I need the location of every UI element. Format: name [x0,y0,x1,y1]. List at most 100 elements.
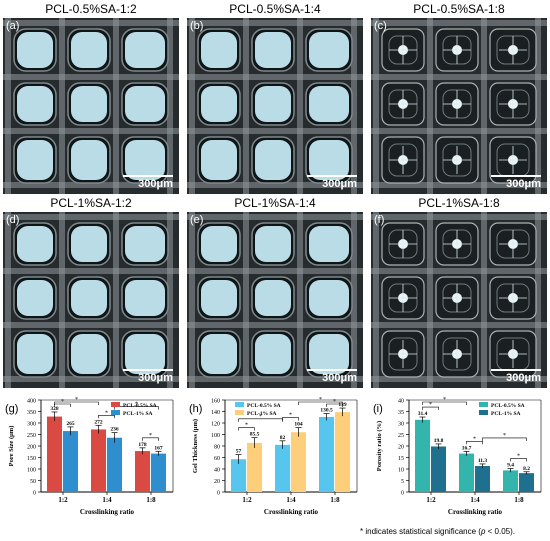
legend-swatch [111,402,120,407]
data-label: 167 [154,445,163,451]
pore [201,226,237,262]
scale-bar-d: 300μm [123,369,173,384]
scaffold-strut [297,212,303,388]
scaffold-strut [113,18,119,194]
scaffold-strut [427,212,433,388]
scaffold-strut [3,268,179,274]
bar [291,432,306,492]
scaffold-strut [427,18,433,194]
data-label: 31.4 [418,411,428,417]
scale-text: 300μm [138,178,173,190]
pore [309,280,349,316]
significance-bracket [98,415,115,419]
x-tick-label: 1:4 [286,496,296,504]
scaffold-strut [5,212,11,388]
scaffold-image-e [187,212,363,388]
scale-text: 300μm [138,372,173,384]
significance-star: * [473,436,476,442]
scale-line [123,369,173,371]
scaffold-strut [167,212,173,388]
pore [17,280,53,316]
bar [519,473,534,492]
data-label: 328 [50,406,59,412]
y-tick-label: 160 [211,399,220,405]
pore [255,334,291,374]
chart-i-svg: (i) 0 5 10 15 20 25 30 35 40 Porosity ratio (%) 1:2… [373,397,542,516]
bar [275,444,290,492]
y-tick-label: 150 [27,456,36,462]
legend-entry: PCL-0.5% SA [123,403,157,409]
data-label: 236 [110,427,119,433]
bar [151,453,166,492]
y-tick-label: 0 [217,491,220,497]
scale-line [123,175,173,177]
scaffold-strut [5,18,11,194]
scaffold-strut [189,18,195,194]
y-tick-label: 5 [401,479,404,485]
significance-bracket [422,406,439,411]
significance-bracket [238,418,283,422]
scaffold-strut [371,268,547,274]
micrograph-a: (a) 300μm [3,18,179,194]
significance-bracket [54,401,99,405]
scaffold-strut [535,18,541,194]
data-label: 11.3 [478,458,488,464]
bar [415,419,430,492]
y-axis-label: Porosity ratio (%) [376,421,383,471]
pore [71,140,107,180]
panel-title-f: PCL-1%SA-1:8 [418,196,500,210]
micrograph-f: (f) 300μm [371,212,547,388]
scaffold-strut [59,212,65,388]
scaffold-strut [371,74,547,80]
y-tick-label: 80 [214,445,220,451]
pore [17,32,53,68]
scaffold-strut [113,212,119,388]
pore [201,334,237,374]
scaffold-strut [187,376,363,382]
chart-panel-label: (h) [189,403,202,415]
data-label: 104 [294,422,303,428]
legend-swatch [111,410,120,415]
scale-text: 300μm [322,178,357,190]
scaffold-strut [187,182,363,188]
pore [309,32,349,68]
scaffold-strut [481,18,487,194]
y-tick-label: 100 [211,433,220,439]
scaffold-strut [3,128,179,134]
pore [309,140,349,180]
bar [431,446,446,492]
scaffold-strut [535,212,541,388]
pore [17,140,53,180]
scaffold-strut [187,20,363,26]
scaffold-strut [373,212,379,388]
scaffold-strut [167,18,173,194]
panel-title-a: PCL-0.5%SA-1:2 [45,2,137,16]
y-tick-label: 60 [214,456,220,462]
pore [125,140,165,180]
scaffold-strut [371,20,547,26]
pore [17,86,53,122]
significance-bracket [298,401,343,405]
data-label: 85.5 [250,432,260,438]
y-axis-label: Pore Size (μm) [8,426,15,467]
scale-bar-f: 300μm [491,369,541,384]
scaffold-strut [59,18,65,194]
pore [71,32,107,68]
significance-star: * [105,410,108,416]
y-tick-label: 20 [214,479,220,485]
x-tick-label: 1:2 [58,496,68,504]
chart-panel-label: (i) [373,403,383,415]
scaffold-strut [243,18,249,194]
x-tick-label: 1:4 [102,496,112,504]
y-tick-label: 15 [398,456,404,462]
pore [255,140,291,180]
data-label: 9.4 [507,463,514,469]
significance-bracket [466,440,483,445]
chart-g: (g) 0 50 100 150 200 250 300 350 400 Pore Size (μm… [3,392,179,524]
x-tick-label: 1:8 [146,496,156,504]
chart-panel-label: (g) [5,403,18,415]
scale-bar-c: 300μm [491,175,541,190]
bar [91,429,106,492]
pore [255,226,291,262]
scaffold-strut [3,214,179,220]
